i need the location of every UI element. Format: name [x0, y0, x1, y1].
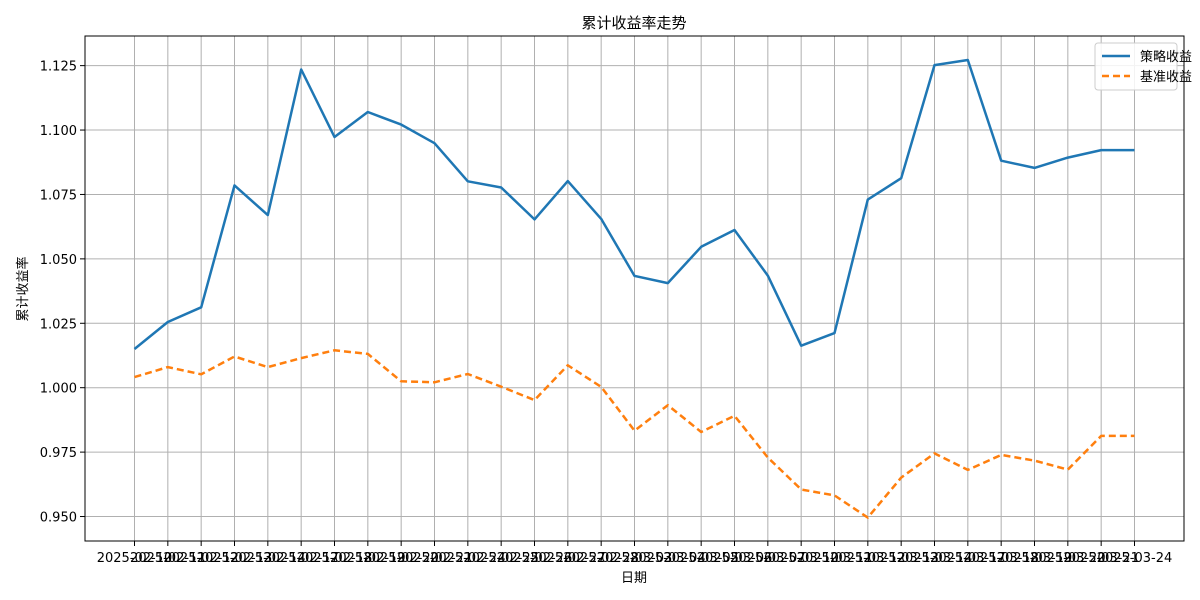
x-tick-label: 2025-03-05: [663, 551, 739, 566]
x-tick-label: 2025-02-19: [330, 551, 406, 566]
x-tick-label: 2025-02-13: [197, 551, 273, 566]
x-tick-label: 2025-02-25: [463, 551, 539, 566]
x-tick-label: 2025-03-24: [1097, 551, 1173, 566]
x-tick-label: 2025-03-13: [863, 551, 939, 566]
x-tick-label: 2025-02-18: [297, 551, 373, 566]
y-axis: 0.950 0.975 1.000 1.025 1.050 1.075 1.100 1.125: [40, 60, 85, 526]
x-tick-label: 2025-02-24: [430, 551, 506, 566]
y-tick-label: 0.950: [40, 511, 77, 526]
series-layer: [133, 58, 1135, 519]
legend-label-strategy: 策略收益: [1140, 49, 1192, 65]
x-tick-label: 2025-02-27: [530, 551, 606, 566]
y-tick-label: 1.075: [40, 188, 77, 203]
x-tick-label: 2025-03-14: [897, 551, 973, 566]
plot-frame: [84, 35, 1185, 542]
legend-label-benchmark: 基准收益: [1140, 70, 1192, 85]
x-tick-label: 2025-02-20: [363, 551, 439, 566]
grid: [85, 36, 1184, 541]
y-tick-label: 1.025: [40, 317, 77, 332]
y-tick-label: 1.125: [40, 60, 77, 75]
x-axis: 2025-02-102025-02-112025-02-122025-02-13…: [97, 541, 1173, 566]
series-line-strategy: [133, 58, 1135, 350]
x-tick-label: 2025-03-04: [630, 551, 706, 566]
y-axis-title: 累计收益率: [15, 256, 31, 321]
x-tick-label: 2025-03-21: [1063, 551, 1139, 566]
x-tick-label: 2025-03-11: [797, 551, 873, 566]
x-tick-label: 2025-02-28: [563, 551, 639, 566]
y-tick-label: 1.000: [40, 382, 77, 397]
series-line-benchmark: [134, 349, 1135, 519]
x-axis-title: 日期: [621, 571, 647, 586]
x-tick-label: 2025-03-12: [830, 551, 906, 566]
x-tick-label: 2025-03-20: [1030, 551, 1106, 566]
y-tick-label: 1.050: [40, 253, 77, 268]
x-tick-label: 2025-02-17: [263, 551, 339, 566]
x-tick-label: 2025-02-11: [130, 551, 206, 566]
x-tick-label: 2025-02-12: [163, 551, 239, 566]
x-tick-label: 2025-02-26: [497, 551, 573, 566]
legend: 策略收益 基准收益: [1094, 42, 1192, 91]
y-tick-label: 1.100: [40, 124, 77, 139]
x-tick-label: 2025-03-18: [963, 551, 1039, 566]
x-tick-label: 2025-03-17: [930, 551, 1006, 566]
x-tick-label: 2025-02-14: [230, 551, 306, 566]
x-tick-label: 2025-02-21: [397, 551, 473, 566]
x-tick-label: 2025-03-03: [597, 551, 673, 566]
y-tick-label: 0.975: [40, 446, 77, 461]
x-tick-label: 2025-03-19: [997, 551, 1073, 566]
x-tick-label: 2025-03-07: [730, 551, 806, 566]
chart-title: 累计收益率走势: [581, 14, 686, 32]
x-tick-label: 2025-02-10: [97, 551, 173, 566]
x-tick-label: 2025-03-06: [697, 551, 773, 566]
x-tick-label: 2025-03-10: [763, 551, 839, 566]
